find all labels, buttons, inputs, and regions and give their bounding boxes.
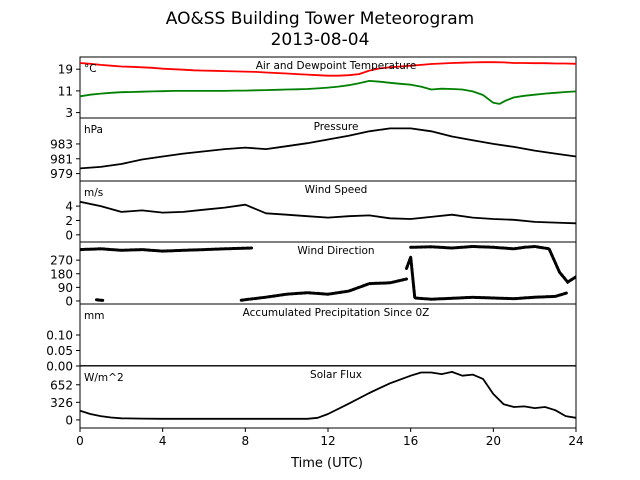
x-axis-label: Time (UTC) xyxy=(290,456,363,471)
y-tick-label: 4 xyxy=(65,200,73,214)
panel-title: Air and Dewpoint Temperature xyxy=(256,60,417,72)
y-tick-label: 3 xyxy=(65,106,73,120)
y-tick-label: 90 xyxy=(58,281,73,295)
panel-unit: m/s xyxy=(84,187,103,199)
series-line xyxy=(80,127,576,170)
wind-direction-points xyxy=(239,277,408,302)
y-tick-label: 652 xyxy=(50,378,73,392)
figure-title-line1: AO&SS Building Tower Meteorogram xyxy=(166,9,474,29)
series-line xyxy=(80,370,576,420)
y-tick-label: 270 xyxy=(50,254,73,268)
series-group xyxy=(80,370,576,420)
series-group xyxy=(80,200,576,225)
y-tick-label: 0.00 xyxy=(46,360,73,374)
figure-title-line2: 2013-08-04 xyxy=(271,30,370,50)
y-tick-label: 0 xyxy=(65,228,73,242)
y-tick-label: 0 xyxy=(65,413,73,427)
series-line xyxy=(80,80,576,105)
x-tick-label: 16 xyxy=(403,434,418,448)
x-axis: 0 4 8 12 16 20 24 xyxy=(76,428,584,448)
y-tick-label: 11 xyxy=(58,84,73,98)
panel-title: Pressure xyxy=(314,121,359,133)
y-tick-label: 981 xyxy=(50,152,73,166)
panel-title: Accumulated Precipitation Since 0Z xyxy=(243,307,430,319)
y-tick-label: 0.10 xyxy=(46,329,73,343)
x-tick-label: 4 xyxy=(159,434,167,448)
x-tick-label: 0 xyxy=(76,434,84,448)
panel-unit: W/m^2 xyxy=(84,372,124,384)
panel-title: Solar Flux xyxy=(310,369,362,381)
panel-6: 0 326 652 Solar Flux W/m^2 xyxy=(50,365,577,429)
series-group xyxy=(80,127,576,170)
panel-unit: hPa xyxy=(84,124,103,136)
wind-direction-points xyxy=(409,244,576,285)
panel-3: 024 Wind Speed m/s xyxy=(65,180,577,243)
wind-direction-points xyxy=(95,298,105,302)
y-tick-label: 983 xyxy=(50,137,73,151)
x-tick-label: 12 xyxy=(320,434,335,448)
series-line xyxy=(80,61,576,77)
y-tick-label: 0.05 xyxy=(46,344,73,358)
panel-unit: mm xyxy=(84,310,104,322)
y-tick-label: 0 xyxy=(65,294,73,308)
y-tick-label: 2 xyxy=(65,214,73,228)
panel-5: 0.00 0.050.10 Accumulated Precipitation Si… xyxy=(46,303,577,374)
x-tick-label: 24 xyxy=(568,434,583,448)
panel-1: 3 11 19 Air and Dewpoint Temperature °C xyxy=(58,56,577,120)
series-group xyxy=(80,244,576,302)
wind-direction-points xyxy=(405,256,570,301)
series-group xyxy=(80,61,576,105)
y-tick-label: 326 xyxy=(50,396,73,410)
panel-title: Wind Direction xyxy=(297,245,374,257)
x-tick-label: 20 xyxy=(486,434,501,448)
y-tick-label: 19 xyxy=(58,63,73,77)
series-line xyxy=(80,200,576,225)
y-tick-label: 979 xyxy=(50,167,73,181)
panel-unit: °C xyxy=(84,63,97,75)
x-tick-label: 8 xyxy=(242,434,250,448)
panel-title: Wind Speed xyxy=(305,184,368,196)
y-tick-label: 180 xyxy=(50,267,73,281)
wind-direction-points xyxy=(80,246,253,253)
